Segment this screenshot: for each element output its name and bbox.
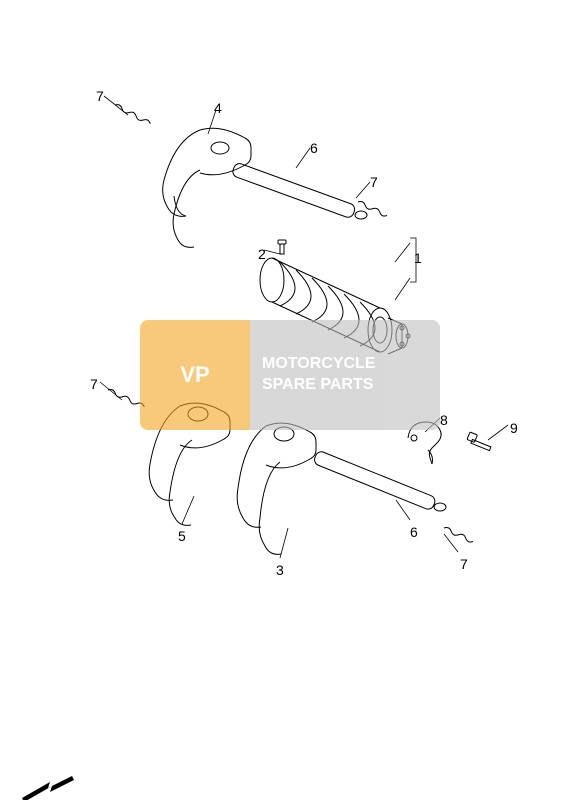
callout-label: 6 (410, 524, 418, 540)
watermark-logo: VP (140, 320, 250, 430)
watermark-logo-text: VP (180, 364, 209, 386)
callout-label: 5 (178, 528, 186, 544)
callout-label: 2 (258, 246, 266, 262)
watermark-line1: MOTORCYCLE (262, 354, 440, 375)
callout-label: 7 (370, 174, 378, 190)
callout-label: 6 (310, 140, 318, 156)
callout-label: 7 (90, 376, 98, 392)
diagram-container: VP MOTORCYCLE SPARE PARTS 7 4 6 7 2 1 7 8 9 5 6 3 7 (0, 0, 578, 800)
watermark-text-block: MOTORCYCLE SPARE PARTS (250, 320, 440, 430)
callout-label: 7 (460, 556, 468, 572)
watermark: VP MOTORCYCLE SPARE PARTS (140, 320, 440, 430)
watermark-line2: SPARE PARTS (262, 375, 440, 396)
callout-label: 4 (214, 100, 222, 116)
callout-label: 7 (96, 88, 104, 104)
callout-label: 8 (440, 412, 448, 428)
callout-label: 1 (414, 250, 422, 266)
callout-label: 3 (276, 562, 284, 578)
callout-label: 9 (510, 420, 518, 436)
